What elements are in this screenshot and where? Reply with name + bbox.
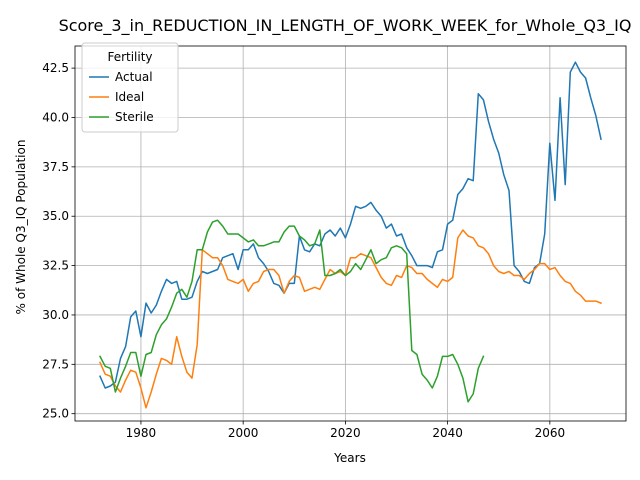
x-axis-ticks: 1980 2000 2020 2040 2060 bbox=[126, 421, 565, 440]
series-line-ideal bbox=[99, 229, 602, 409]
grid-lines bbox=[75, 46, 626, 421]
legend-title: Fertility bbox=[107, 50, 152, 64]
x-tick-label: 1980 bbox=[126, 426, 157, 440]
legend-label-sterile: Sterile bbox=[115, 110, 154, 124]
y-axis-ticks: 25.0 27.5 30.0 32.5 35.0 37.5 40.0 42.5 bbox=[42, 61, 75, 421]
legend-label-ideal: Ideal bbox=[115, 90, 144, 104]
y-tick-label: 40.0 bbox=[42, 110, 69, 124]
y-tick-label: 27.5 bbox=[42, 357, 69, 371]
x-tick-label: 2040 bbox=[432, 426, 463, 440]
series-line-actual bbox=[99, 61, 602, 389]
y-tick-label: 37.5 bbox=[42, 160, 69, 174]
y-tick-label: 42.5 bbox=[42, 61, 69, 75]
series-lines bbox=[98, 61, 602, 409]
legend: Fertility Actual Ideal Sterile bbox=[81, 42, 179, 133]
y-tick-label: 30.0 bbox=[42, 308, 69, 322]
legend-label-actual: Actual bbox=[115, 70, 153, 84]
x-tick-label: 2060 bbox=[535, 426, 566, 440]
legend-box bbox=[81, 42, 179, 133]
chart-title: Score_3_in_REDUCTION_IN_LENGTH_OF_WORK_W… bbox=[59, 16, 632, 36]
x-tick-label: 2020 bbox=[330, 426, 361, 440]
y-tick-label: 25.0 bbox=[42, 407, 69, 421]
x-tick-label: 2000 bbox=[228, 426, 259, 440]
series-line-sterile bbox=[98, 219, 485, 403]
y-tick-label: 35.0 bbox=[42, 209, 69, 223]
y-axis-label: % of Whole Q3_IQ Population bbox=[14, 140, 28, 315]
axes-frame bbox=[74, 45, 627, 422]
y-tick-label: 32.5 bbox=[42, 259, 69, 273]
x-axis-label: Years bbox=[333, 451, 366, 465]
